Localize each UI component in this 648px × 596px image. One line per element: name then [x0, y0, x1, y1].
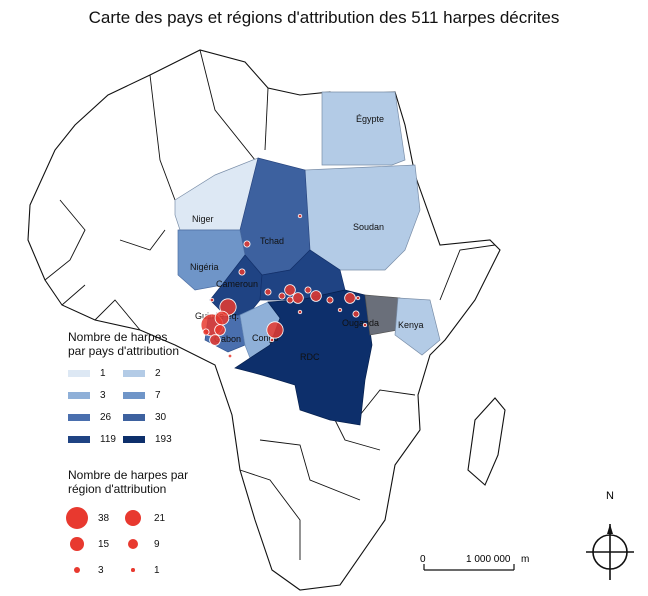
legend-class-label: 30 — [155, 412, 167, 423]
legend-class-4: 26 — [68, 412, 111, 423]
region-bubble — [214, 324, 226, 336]
legend-swatch — [68, 370, 90, 377]
region-bubble — [278, 292, 286, 300]
region-bubble — [326, 296, 334, 304]
region-bubble — [214, 310, 230, 326]
legend-bubble-label: 9 — [154, 538, 160, 550]
region-bubble — [284, 284, 296, 296]
region-bubble — [297, 309, 303, 315]
country-ouganda — [364, 294, 401, 336]
legend-class-label: 7 — [155, 390, 161, 401]
legend-swatch — [123, 414, 145, 421]
legend-class-7: 193 — [123, 434, 172, 445]
region-bubble — [292, 292, 304, 304]
label-nigeria: Nigéria — [190, 262, 219, 272]
legend-class-label: 3 — [100, 390, 106, 401]
legend-swatch — [68, 392, 90, 399]
region-bubble — [310, 290, 322, 302]
region-bubble — [266, 321, 284, 339]
legend-swatch — [123, 436, 145, 443]
legend-bubble-2: 15 — [62, 529, 109, 559]
region-bubble — [238, 268, 246, 276]
legend-bubble-label: 21 — [154, 512, 166, 524]
legend-bubble-label: 3 — [98, 564, 104, 576]
compass-icon — [586, 524, 634, 580]
label-congo: Congo — [252, 333, 279, 343]
label-kenya: Kenya — [398, 320, 424, 330]
label-tchad: Tchad — [260, 236, 284, 246]
region-bubble — [227, 353, 233, 359]
map-title: Carte des pays et régions d'attribution … — [88, 8, 560, 27]
region-bubble — [202, 328, 210, 336]
legend-class-0: 1 — [68, 368, 106, 379]
legend-bubble-circle — [70, 537, 84, 551]
north-label: N — [606, 490, 614, 502]
scale-unit: m — [521, 554, 530, 565]
legend-swatch — [68, 436, 90, 443]
legend-class-label: 2 — [155, 368, 161, 379]
legend-bubble-label: 1 — [154, 564, 160, 576]
legend-bubble-circle — [124, 509, 142, 527]
legend-bubble-circle — [131, 568, 135, 572]
label-gabon: Gabon — [214, 334, 241, 344]
region-bubble — [264, 288, 272, 296]
region-bubble — [355, 295, 361, 301]
region-bubble — [352, 310, 360, 318]
legend-bubble-0: 38 — [62, 503, 109, 533]
region-bubble — [209, 334, 221, 346]
legend-bubble-4: 3 — [62, 555, 104, 585]
legend-class-label: 1 — [100, 368, 106, 379]
legend-swatch — [68, 414, 90, 421]
legend-bubble-circle — [66, 507, 88, 529]
scale-zero: 0 — [420, 554, 426, 565]
legend-class-label: 26 — [100, 412, 112, 423]
legend-bubble-circle — [73, 566, 81, 574]
legend-class-3: 7 — [123, 390, 161, 401]
region-bubble — [344, 292, 356, 304]
legend-swatch — [123, 392, 145, 399]
legend-bubble-1: 21 — [118, 503, 165, 533]
legend-bubble-3: 9 — [118, 529, 160, 559]
country-egypt — [321, 91, 406, 166]
region-bubble — [337, 307, 343, 313]
country-kenya — [394, 297, 441, 356]
region-bubbles — [200, 213, 368, 359]
scale-distance: 1 000 000 — [466, 554, 511, 565]
legend-choropleth-title: Nombre de harpes par pays d'attribution — [68, 330, 180, 358]
label-egypte: Égypte — [356, 114, 384, 124]
label-rdc: RDC — [300, 352, 320, 362]
region-bubble — [304, 286, 312, 294]
scale-bar: 0 1 000 000 m — [416, 548, 546, 581]
madagascar-outline — [467, 397, 506, 486]
label-ouganda: Ouganda — [342, 318, 379, 328]
region-bubble — [362, 322, 368, 328]
label-niger: Niger — [192, 214, 214, 224]
legend-class-label: 193 — [155, 434, 172, 445]
legend-bubble-5: 1 — [118, 555, 160, 585]
country-car — [259, 249, 346, 301]
legend-bubble-label: 38 — [98, 512, 110, 524]
region-bubble — [209, 297, 215, 303]
region-bubble — [243, 240, 251, 248]
legend-bubble-label: 15 — [98, 538, 110, 550]
legend-class-2: 3 — [68, 390, 106, 401]
legend-class-5: 30 — [123, 412, 166, 423]
legend-class-label: 119 — [100, 434, 116, 445]
legend-class-1: 2 — [123, 368, 161, 379]
region-bubble — [297, 213, 303, 219]
region-bubble — [269, 337, 275, 343]
legend-swatch — [123, 370, 145, 377]
label-cameroun: Cameroun — [216, 279, 258, 289]
country-rdc — [234, 289, 373, 426]
legend-class-6: 119 — [68, 434, 116, 445]
label-soudan: Soudan — [353, 222, 384, 232]
region-bubble — [286, 296, 294, 304]
legend-bubble-title: Nombre de harpes par région d'attributio… — [68, 468, 189, 496]
country-cameroun — [209, 254, 263, 316]
legend-bubble-circle — [127, 538, 139, 550]
